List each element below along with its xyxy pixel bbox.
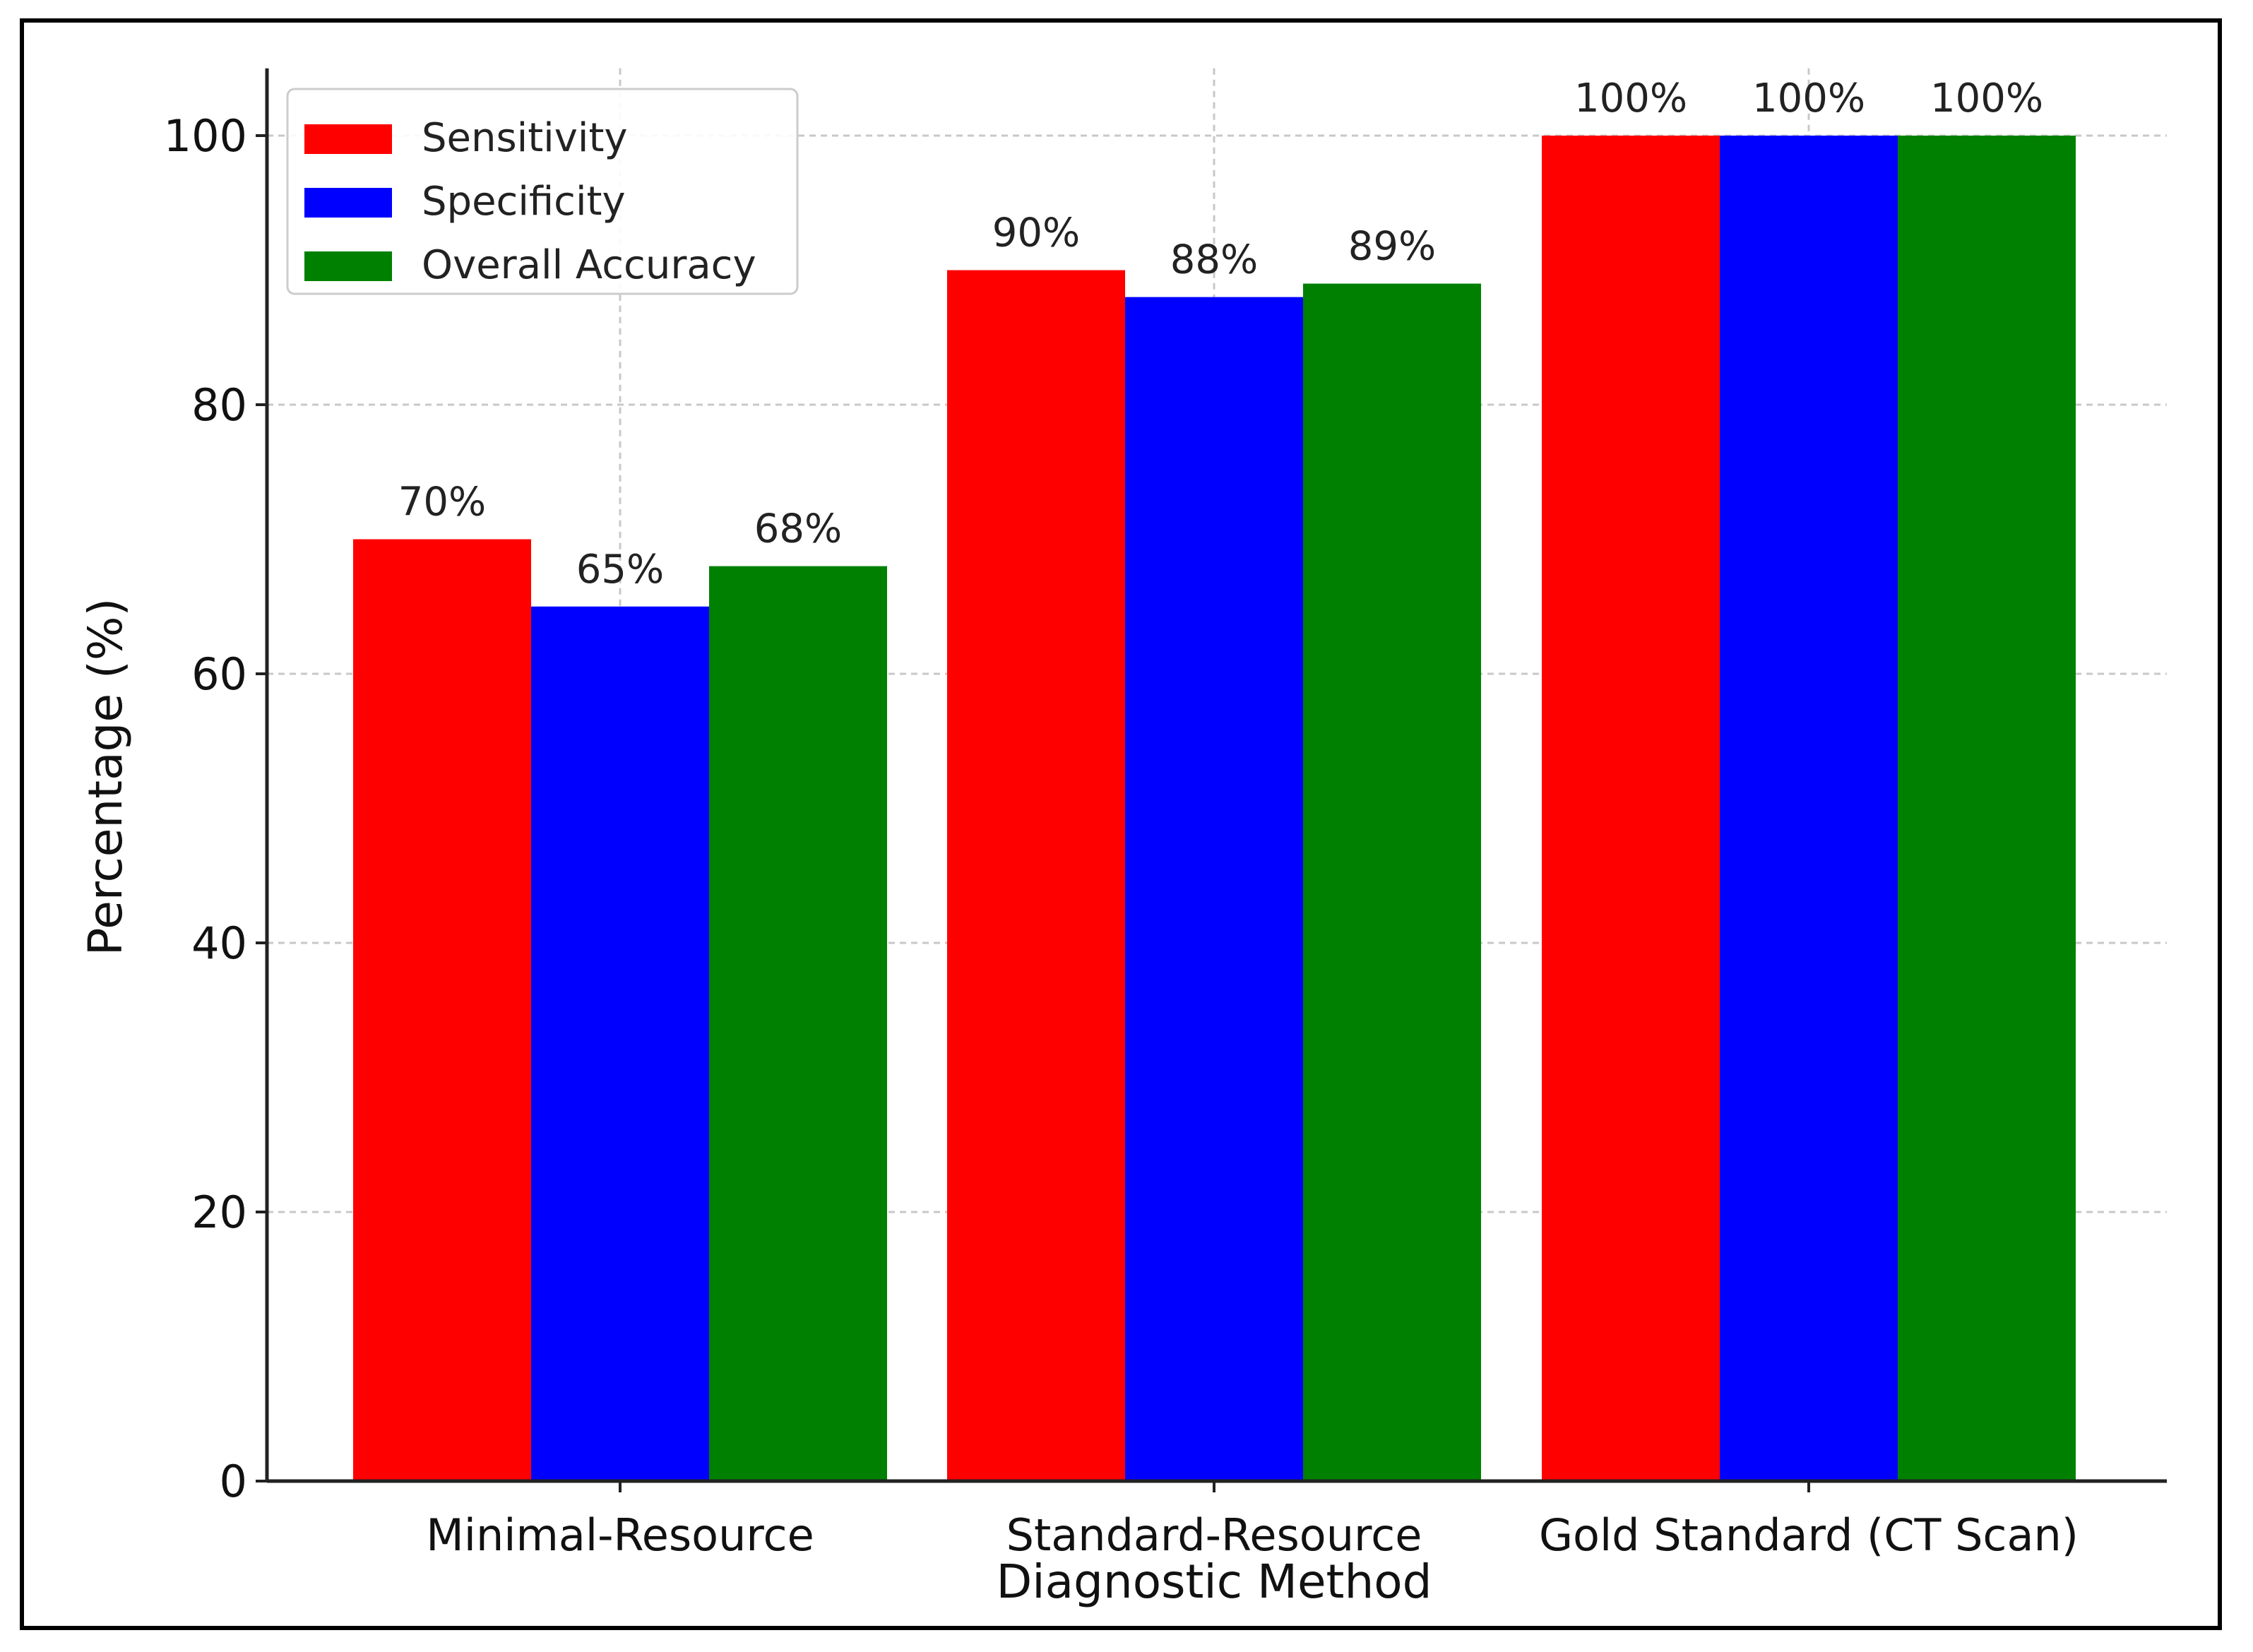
bar-specificity-1 [1125,297,1303,1482]
legend-swatch-specificity [304,188,392,218]
bar-specificity-0 [531,606,709,1481]
legend-box [286,88,799,295]
bar-value-label: 100% [1752,76,1865,121]
bar-overall-accuracy-2 [1898,136,2076,1481]
legend-label: Overall Accuracy [422,242,756,288]
bar-overall-accuracy-0 [709,566,887,1481]
bar-value-label: 89% [1348,224,1436,270]
bar-specificity-2 [1720,136,1898,1481]
bar-value-label: 100% [1574,76,1687,121]
y-tick-label: 100 [164,110,247,162]
y-tick-label: 60 [191,648,247,700]
legend-label: Specificity [422,179,626,225]
data-labels: 70% 65% 68% 90% 88% 89% 100% 100% 100% [398,76,2043,593]
bar-value-label: 68% [754,506,842,552]
bar-value-label: 65% [576,547,664,593]
bar-sensitivity-1 [947,270,1125,1481]
bars [353,136,2076,1482]
bar-value-label: 100% [1930,76,2043,121]
x-tick-label: Standard-Resource [1006,1509,1422,1561]
bar-overall-accuracy-1 [1303,283,1481,1481]
x-tick-label: Gold Standard (CT Scan) [1539,1509,2079,1561]
bar-value-label: 70% [398,480,486,525]
y-axis-title: Percentage (%) [78,598,133,956]
y-tick-label: 0 [220,1456,247,1507]
y-tick-label: 20 [191,1187,247,1238]
x-tick-label: Minimal-Resource [426,1509,814,1561]
y-tick-label: 80 [191,379,247,431]
legend-swatch-sensitivity [304,124,392,154]
legend-swatch-overall-accuracy [304,251,392,281]
legend-label: Sensitivity [422,115,628,161]
legend: Sensitivity Specificity Overall Accuracy [286,88,799,295]
x-axis-title: Diagnostic Method [996,1555,1432,1609]
bar-sensitivity-2 [1542,136,1720,1481]
axes: 0 20 40 60 80 100 Minimal-Resource Standard-Res… [164,68,2167,1561]
bar-value-label: 90% [992,210,1080,256]
y-tick-label: 40 [191,917,247,969]
bar-value-label: 88% [1170,237,1258,283]
bar-sensitivity-0 [353,539,531,1481]
